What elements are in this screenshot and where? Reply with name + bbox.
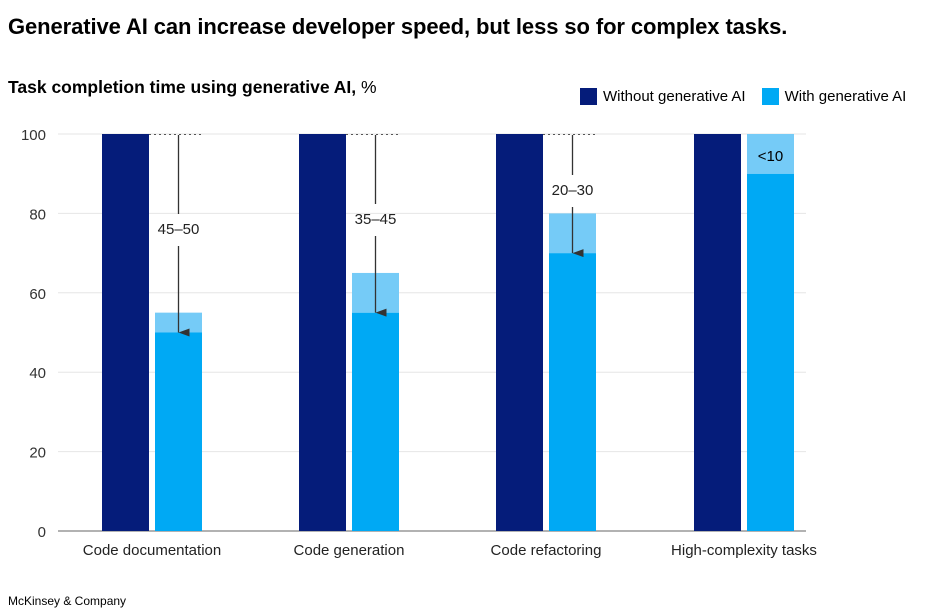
legend-swatch-with xyxy=(761,88,779,105)
reduction-label: 35–45 xyxy=(355,211,397,228)
x-category-label: Code refactoring xyxy=(491,542,602,559)
bar-without-generative-ai xyxy=(694,134,741,531)
chart-subtitle: Task completion time using generative AI… xyxy=(8,77,377,98)
x-category-label: Code documentation xyxy=(83,542,221,559)
y-tick-label: 0 xyxy=(38,524,46,541)
legend-label-with: With generative AI xyxy=(784,88,907,105)
chart-headline: Generative AI can increase developer spe… xyxy=(8,14,788,39)
source-credit: McKinsey & Company xyxy=(8,594,127,608)
y-tick-label: 20 xyxy=(29,445,46,462)
bar-with-generative-ai xyxy=(549,253,596,531)
bar-without-generative-ai xyxy=(102,134,149,531)
reduction-label: 45–50 xyxy=(158,221,200,238)
reduction-label: <10 xyxy=(758,148,783,165)
y-tick-label: 80 xyxy=(29,206,46,223)
bar-with-generative-ai xyxy=(747,173,794,531)
y-tick-label: 100 xyxy=(21,127,46,144)
legend-swatch-without xyxy=(580,88,597,105)
x-category-label: High-complexity tasks xyxy=(671,542,817,559)
bar-without-generative-ai xyxy=(299,134,346,531)
y-tick-label: 60 xyxy=(29,286,46,303)
bar-with-generative-ai xyxy=(352,312,399,531)
bar-with-range xyxy=(747,134,794,174)
bar-with-generative-ai xyxy=(155,332,202,531)
legend-item-without: Without generative AI xyxy=(580,88,746,105)
chart-subtitle-unit: % xyxy=(361,77,377,97)
bar-without-generative-ai xyxy=(496,134,543,531)
reduction-label: 20–30 xyxy=(552,182,594,199)
legend-label-without: Without generative AI xyxy=(603,88,746,105)
chart-subtitle-text: Task completion time using generative AI… xyxy=(8,77,357,97)
x-category-label: Code generation xyxy=(294,542,405,559)
y-tick-label: 40 xyxy=(29,365,46,382)
legend-item-with: With generative AI xyxy=(761,88,907,105)
chart-legend: Without generative AI With generative AI xyxy=(580,88,906,105)
